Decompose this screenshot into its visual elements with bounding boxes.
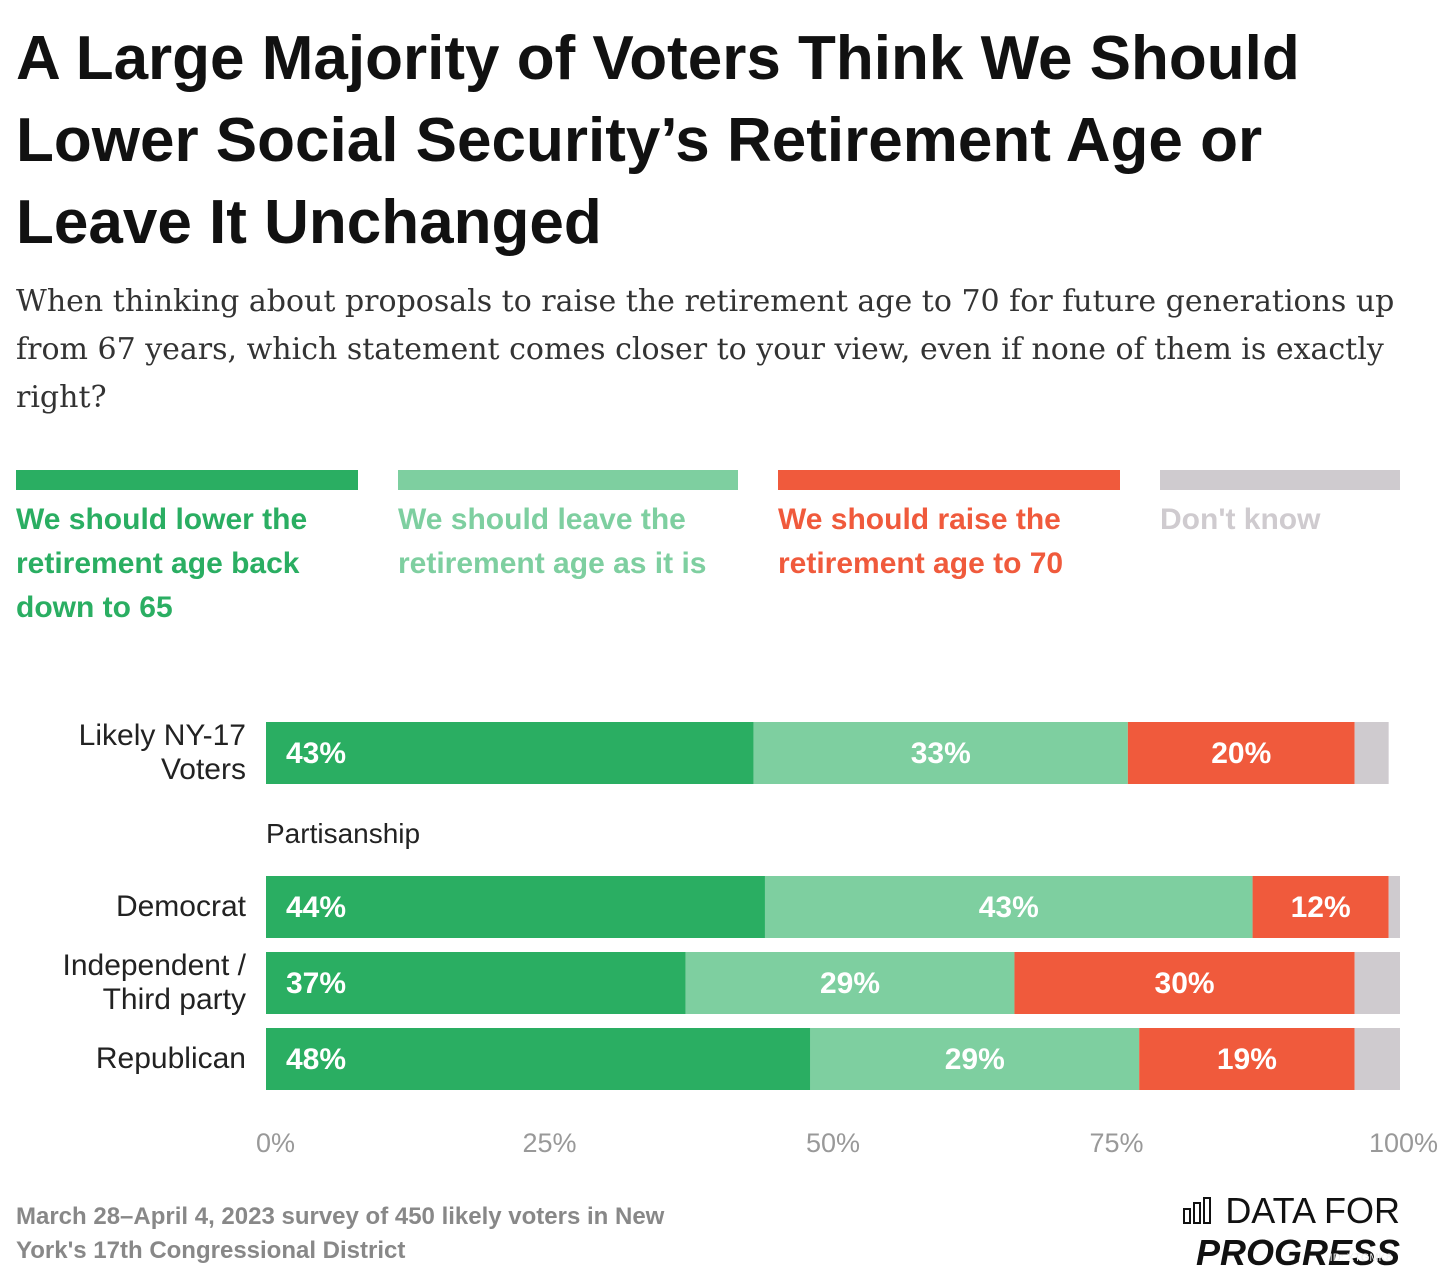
data-label: 20%	[1211, 737, 1271, 770]
legend-swatch	[16, 470, 358, 490]
legend-label: We should raise the retirement age to 70	[778, 503, 1064, 580]
footnote: March 28–April 4, 2023 survey of 450 lik…	[16, 1203, 665, 1264]
y-tick-label: Republican	[95, 1042, 246, 1075]
x-tick-label: 50%	[806, 1128, 860, 1158]
data-label: 29%	[820, 967, 880, 1000]
y-tick-label: Democrat	[115, 890, 246, 923]
group-label: Partisanship	[266, 818, 421, 849]
bar-segment	[1354, 952, 1400, 1014]
data-label: 29%	[945, 1043, 1005, 1076]
bar-segment	[266, 952, 686, 1014]
data-label: 12%	[1291, 891, 1351, 924]
y-tick-label: Likely NY-17 Voters	[78, 719, 246, 786]
bar-segment	[266, 722, 754, 784]
bars	[266, 722, 1400, 1090]
legend-label: We should leave the retirement age as it…	[398, 503, 707, 580]
bar-segment	[1139, 1028, 1355, 1090]
x-tick-label: 25%	[522, 1128, 576, 1158]
legend-swatch	[398, 470, 738, 490]
data-label: 30%	[1155, 967, 1215, 1000]
chart-title: A Large Majority of Voters Think We Shou…	[16, 24, 1300, 257]
y-tick-label: Independent / Third party	[62, 949, 246, 1016]
chart-subtitle: When thinking about proposals to raise t…	[16, 284, 1395, 415]
bar-segment	[753, 722, 1128, 784]
bar-segment	[266, 1028, 811, 1090]
bar-segment	[1354, 1028, 1400, 1090]
data-label: 44%	[286, 891, 346, 924]
data-label: 37%	[286, 967, 346, 1000]
legend-swatch	[1160, 470, 1400, 490]
data-label: 48%	[286, 1043, 346, 1076]
data-label: 43%	[979, 891, 1039, 924]
x-tick-label: 0%	[256, 1128, 295, 1158]
logo-bold: PROGRESS	[1195, 1232, 1400, 1273]
legend-swatch	[778, 470, 1120, 490]
bar-segment	[1127, 722, 1355, 784]
logo-light: DATA FOR	[1225, 1190, 1400, 1231]
legend-label: We should lower the retirement age back …	[16, 503, 308, 624]
bar-segment	[1388, 876, 1400, 938]
logo-icon	[1183, 1197, 1212, 1224]
id-label: ID: XTGMK8	[1329, 1252, 1392, 1264]
data-label: 19%	[1217, 1043, 1277, 1076]
legend-label: Don't know	[1160, 503, 1321, 536]
bar-segment	[1252, 876, 1389, 938]
bar-segment	[266, 876, 765, 938]
bar-segment	[685, 952, 1015, 1014]
data-label: 43%	[286, 737, 346, 770]
bar-segment	[764, 876, 1253, 938]
bar-segment	[1354, 722, 1389, 784]
bar-segment	[1014, 952, 1355, 1014]
bar-segment	[810, 1028, 1140, 1090]
legend-item: Don't know	[1160, 470, 1400, 542]
legend-item: We should lower the retirement age back …	[16, 470, 358, 630]
x-tick-label: 75%	[1089, 1128, 1143, 1158]
legend-item: We should raise the retirement age to 70	[778, 470, 1120, 586]
logo: DATA FOR PROGRESS	[1000, 1190, 1400, 1274]
legend-item: We should leave the retirement age as it…	[398, 470, 738, 586]
x-tick-label: 100%	[1369, 1128, 1438, 1158]
data-label: 33%	[911, 737, 971, 770]
